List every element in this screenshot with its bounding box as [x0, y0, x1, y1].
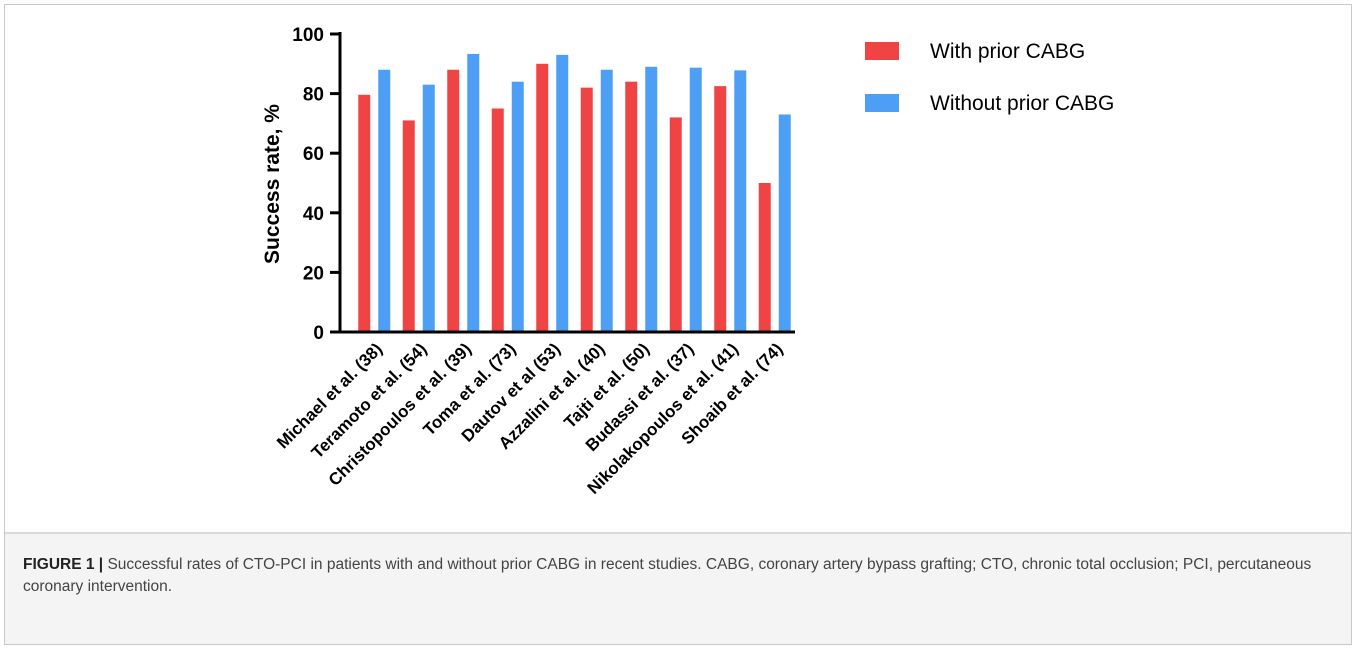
bar-without-prior-cabg-6 — [600, 69, 613, 332]
bar-with-prior-cabg-3 — [447, 69, 460, 332]
caption-text: Successful rates of CTO-PCI in patients … — [23, 556, 1312, 595]
y-tick-label-0: 0 — [313, 323, 324, 344]
legend-label-without-prior-cabg: Without prior CABG — [930, 92, 1114, 115]
bar-with-prior-cabg-6 — [580, 87, 593, 332]
caption-band: FIGURE 1 | Successful rates of CTO-PCI i… — [5, 532, 1351, 644]
bar-without-prior-cabg-3 — [467, 53, 480, 332]
bar-with-prior-cabg-10 — [758, 183, 771, 332]
y-axis-title: Success rate, % — [261, 104, 284, 264]
bar-with-prior-cabg-1 — [358, 94, 371, 333]
figure-label: FIGURE 1 | — [23, 556, 104, 573]
bar-with-prior-cabg-8 — [669, 117, 682, 332]
bars-group — [358, 53, 791, 333]
y-tick-label-20: 20 — [303, 263, 324, 284]
bar-without-prior-cabg-2 — [422, 84, 435, 332]
bar-with-prior-cabg-4 — [491, 108, 504, 332]
legend-swatch-with-prior-cabg — [865, 42, 899, 60]
bar-without-prior-cabg-5 — [556, 54, 569, 333]
bar-without-prior-cabg-7 — [645, 66, 658, 332]
y-tick-label-40: 40 — [303, 204, 324, 225]
category-labels-group: Michael et al. (38)Teramoto et al. (54)C… — [273, 339, 786, 497]
y-tick-label-80: 80 — [303, 85, 324, 106]
bar-with-prior-cabg-9 — [714, 86, 727, 333]
legend: With prior CABG Without prior CABG — [865, 40, 1114, 115]
y-tick-label-60: 60 — [303, 144, 324, 165]
bar-with-prior-cabg-5 — [536, 63, 549, 333]
figure-caption: FIGURE 1 | Successful rates of CTO-PCI i… — [23, 554, 1333, 598]
y-tick-label-100: 100 — [292, 25, 324, 46]
bar-without-prior-cabg-8 — [689, 67, 702, 332]
axes-group — [338, 32, 795, 334]
bar-without-prior-cabg-10 — [778, 114, 791, 333]
bar-with-prior-cabg-7 — [625, 81, 638, 333]
bar-without-prior-cabg-1 — [378, 69, 391, 332]
bar-with-prior-cabg-2 — [402, 120, 415, 332]
bar-without-prior-cabg-9 — [734, 70, 747, 332]
legend-label-with-prior-cabg: With prior CABG — [930, 40, 1085, 63]
legend-swatch-without-prior-cabg — [865, 94, 899, 112]
bar-without-prior-cabg-4 — [511, 81, 524, 333]
y-ticks-group: 0 20 40 60 80 100 — [292, 25, 340, 344]
bar-chart: 0 20 40 60 80 100 Michael et al. (38)Teramoto… — [261, 25, 1114, 498]
